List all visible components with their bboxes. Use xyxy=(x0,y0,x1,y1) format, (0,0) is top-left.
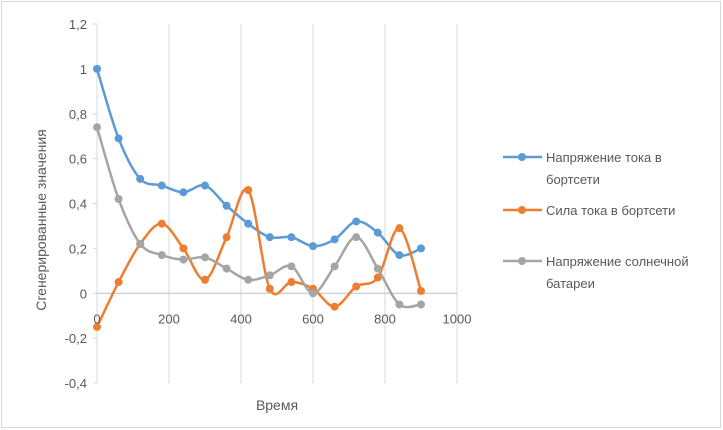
y-tick-label: -0,4 xyxy=(65,376,87,391)
data-point xyxy=(201,275,209,284)
x-tick-label: 600 xyxy=(302,311,324,326)
data-point xyxy=(417,244,425,253)
legend-item-voltage[interactable]: Напряжение тока в бортсети xyxy=(503,150,662,187)
data-point xyxy=(352,282,361,291)
legend-label: Напряжение солнечной xyxy=(546,254,689,269)
legend-label: бортсети xyxy=(546,172,600,187)
data-point xyxy=(244,275,253,284)
data-point xyxy=(157,251,166,260)
data-point xyxy=(93,123,101,132)
y-tick-label: 1,2 xyxy=(69,17,87,32)
data-point xyxy=(287,262,296,271)
data-point xyxy=(201,181,209,190)
data-point xyxy=(93,64,101,73)
x-tick-label: 1000 xyxy=(443,311,472,326)
data-point xyxy=(395,251,404,260)
series-3 xyxy=(93,123,425,309)
data-point xyxy=(265,271,274,280)
x-tick-label: 800 xyxy=(374,311,396,326)
data-point xyxy=(395,224,404,233)
series-2 xyxy=(93,186,425,331)
data-point xyxy=(244,186,253,195)
data-point xyxy=(114,134,123,143)
data-point xyxy=(287,233,296,242)
data-point xyxy=(157,219,166,228)
tick-labels: 0 200 400 600 800 1000 -0,4 -0,2 0 0,2 0,4 0,6 0,8 1 1… xyxy=(65,17,472,391)
data-point xyxy=(222,201,231,210)
data-point xyxy=(330,302,339,311)
data-point xyxy=(222,264,231,273)
data-point xyxy=(157,181,166,190)
data-point xyxy=(93,322,101,331)
data-point xyxy=(373,228,382,237)
data-point xyxy=(265,284,274,293)
y-tick-label: -0,2 xyxy=(65,331,87,346)
y-tick-label: 1 xyxy=(80,62,87,77)
y-tick-label: 0,6 xyxy=(69,152,87,167)
data-point xyxy=(114,195,123,204)
x-tick-label: 200 xyxy=(158,311,180,326)
legend-label: Сила тока в бортсети xyxy=(546,203,675,218)
data-point xyxy=(395,300,404,309)
data-point xyxy=(373,264,382,273)
legend: Напряжение тока в бортсети Сила тока в б… xyxy=(503,150,689,291)
data-point xyxy=(201,253,209,262)
data-point xyxy=(136,174,145,183)
data-point xyxy=(330,262,339,271)
data-point xyxy=(373,273,382,282)
x-tick-label: 0 xyxy=(93,311,100,326)
data-point xyxy=(179,188,188,197)
y-tick-label: 0,2 xyxy=(69,241,87,256)
x-axis-title: Время xyxy=(256,397,298,413)
data-point xyxy=(114,278,123,287)
y-tick-label: 0,8 xyxy=(69,107,87,122)
legend-item-current[interactable]: Сила тока в бортсети xyxy=(503,203,675,218)
legend-item-solar[interactable]: Напряжение солнечной батареи xyxy=(503,254,689,291)
data-point xyxy=(179,244,188,253)
data-point xyxy=(417,300,425,309)
grid-lines xyxy=(93,23,458,384)
data-point xyxy=(222,233,231,242)
y-tick-label: 0 xyxy=(80,286,87,301)
series-line xyxy=(95,187,423,328)
data-point xyxy=(352,217,361,226)
series-line xyxy=(95,126,422,309)
data-point xyxy=(352,233,361,242)
y-tick-label: 0,4 xyxy=(69,197,87,212)
data-point xyxy=(309,242,317,251)
data-point xyxy=(330,235,339,244)
data-point xyxy=(136,239,145,248)
data-point xyxy=(265,233,274,242)
x-tick-label: 400 xyxy=(230,311,252,326)
series-group xyxy=(93,64,425,331)
data-point xyxy=(309,289,317,298)
legend-label: Напряжение тока в xyxy=(546,150,662,165)
series-line xyxy=(95,68,422,257)
legend-label: батареи xyxy=(546,276,595,291)
data-point xyxy=(244,219,253,228)
y-axis-title: Сгенерированные значения xyxy=(33,129,49,311)
data-point xyxy=(287,278,296,287)
axes xyxy=(96,24,457,383)
data-point xyxy=(417,287,425,296)
data-point xyxy=(179,255,188,264)
